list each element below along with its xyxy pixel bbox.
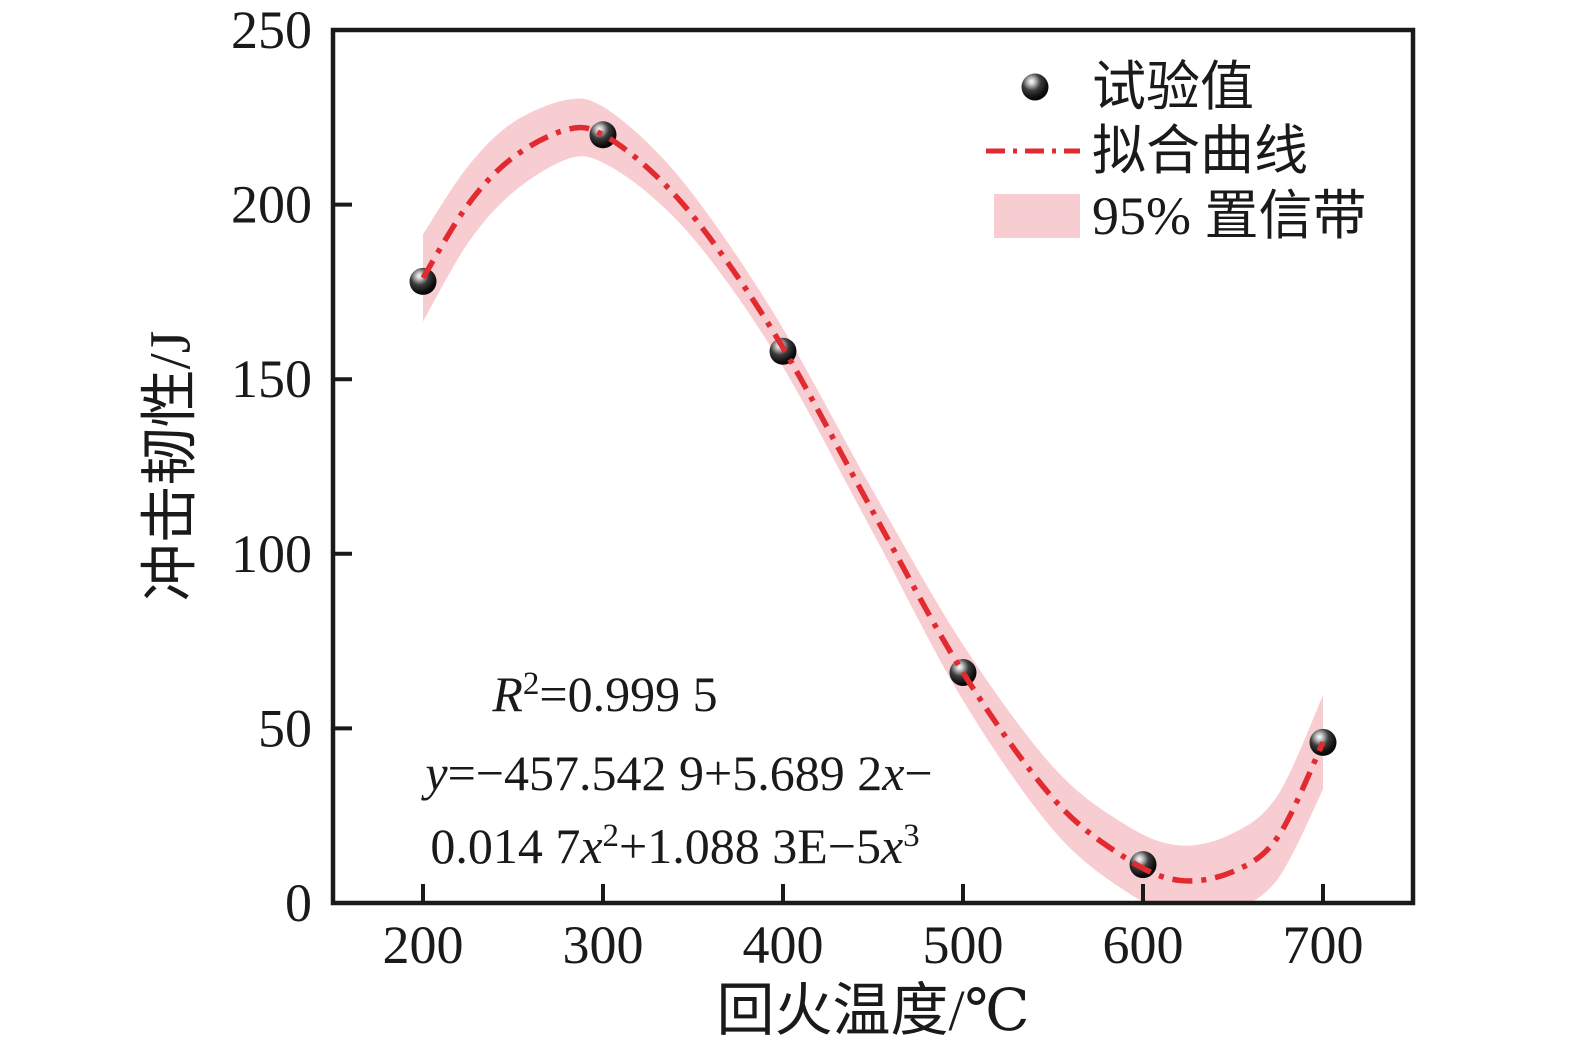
legend-band-swatch-icon [994,194,1080,238]
legend: 试验值 拟合曲线 95% 置信带 [986,57,1366,246]
x-tick-label: 600 [1103,915,1184,975]
legend-label-fit-curve: 拟合曲线 [1092,121,1308,181]
confidence-band-area [423,98,1323,901]
y-axis-ticks [333,28,352,905]
x-axis-tick-labels: 200 300 400 500 600 700 [383,915,1364,975]
legend-sphere-marker-icon [1021,73,1049,101]
equation-line: R2=0.999 5 [491,666,717,722]
x-axis-title: 回火温度/℃ [717,978,1030,1043]
equation-line: 0.014 7x2+1.088 3E−5x3 [430,818,919,874]
plot-border [330,27,1416,906]
y-tick-label: 50 [258,698,312,758]
fit-curve-line [420,124,1326,884]
x-tick-label: 400 [743,915,824,975]
legend-label-confidence-band: 95% 置信带 [1092,186,1366,246]
y-axis-title: 冲击韧性/J [138,331,203,602]
data-point [589,121,617,149]
data-point [949,659,977,686]
y-tick-label: 0 [285,873,312,933]
data-point [409,267,437,295]
x-tick-label: 200 [383,915,464,975]
equation-annotation: R2=0.999 5 y=−457.542 9+5.689 2x− 0.014 7x… [420,666,932,874]
y-tick-label: 100 [231,524,312,584]
x-tick-label: 700 [1283,915,1364,975]
y-tick-label: 250 [231,0,312,60]
x-tick-label: 300 [563,915,644,975]
legend-label-experimental: 试验值 [1092,57,1254,117]
y-axis-tick-labels: 0 50 100 150 200 250 [231,0,312,933]
y-tick-label: 200 [231,175,312,235]
x-axis-ticks [421,884,1325,903]
x-tick-label: 500 [923,915,1004,975]
equation-line: y=−457.542 9+5.689 2x− [420,745,932,801]
y-tick-label: 150 [231,349,312,409]
